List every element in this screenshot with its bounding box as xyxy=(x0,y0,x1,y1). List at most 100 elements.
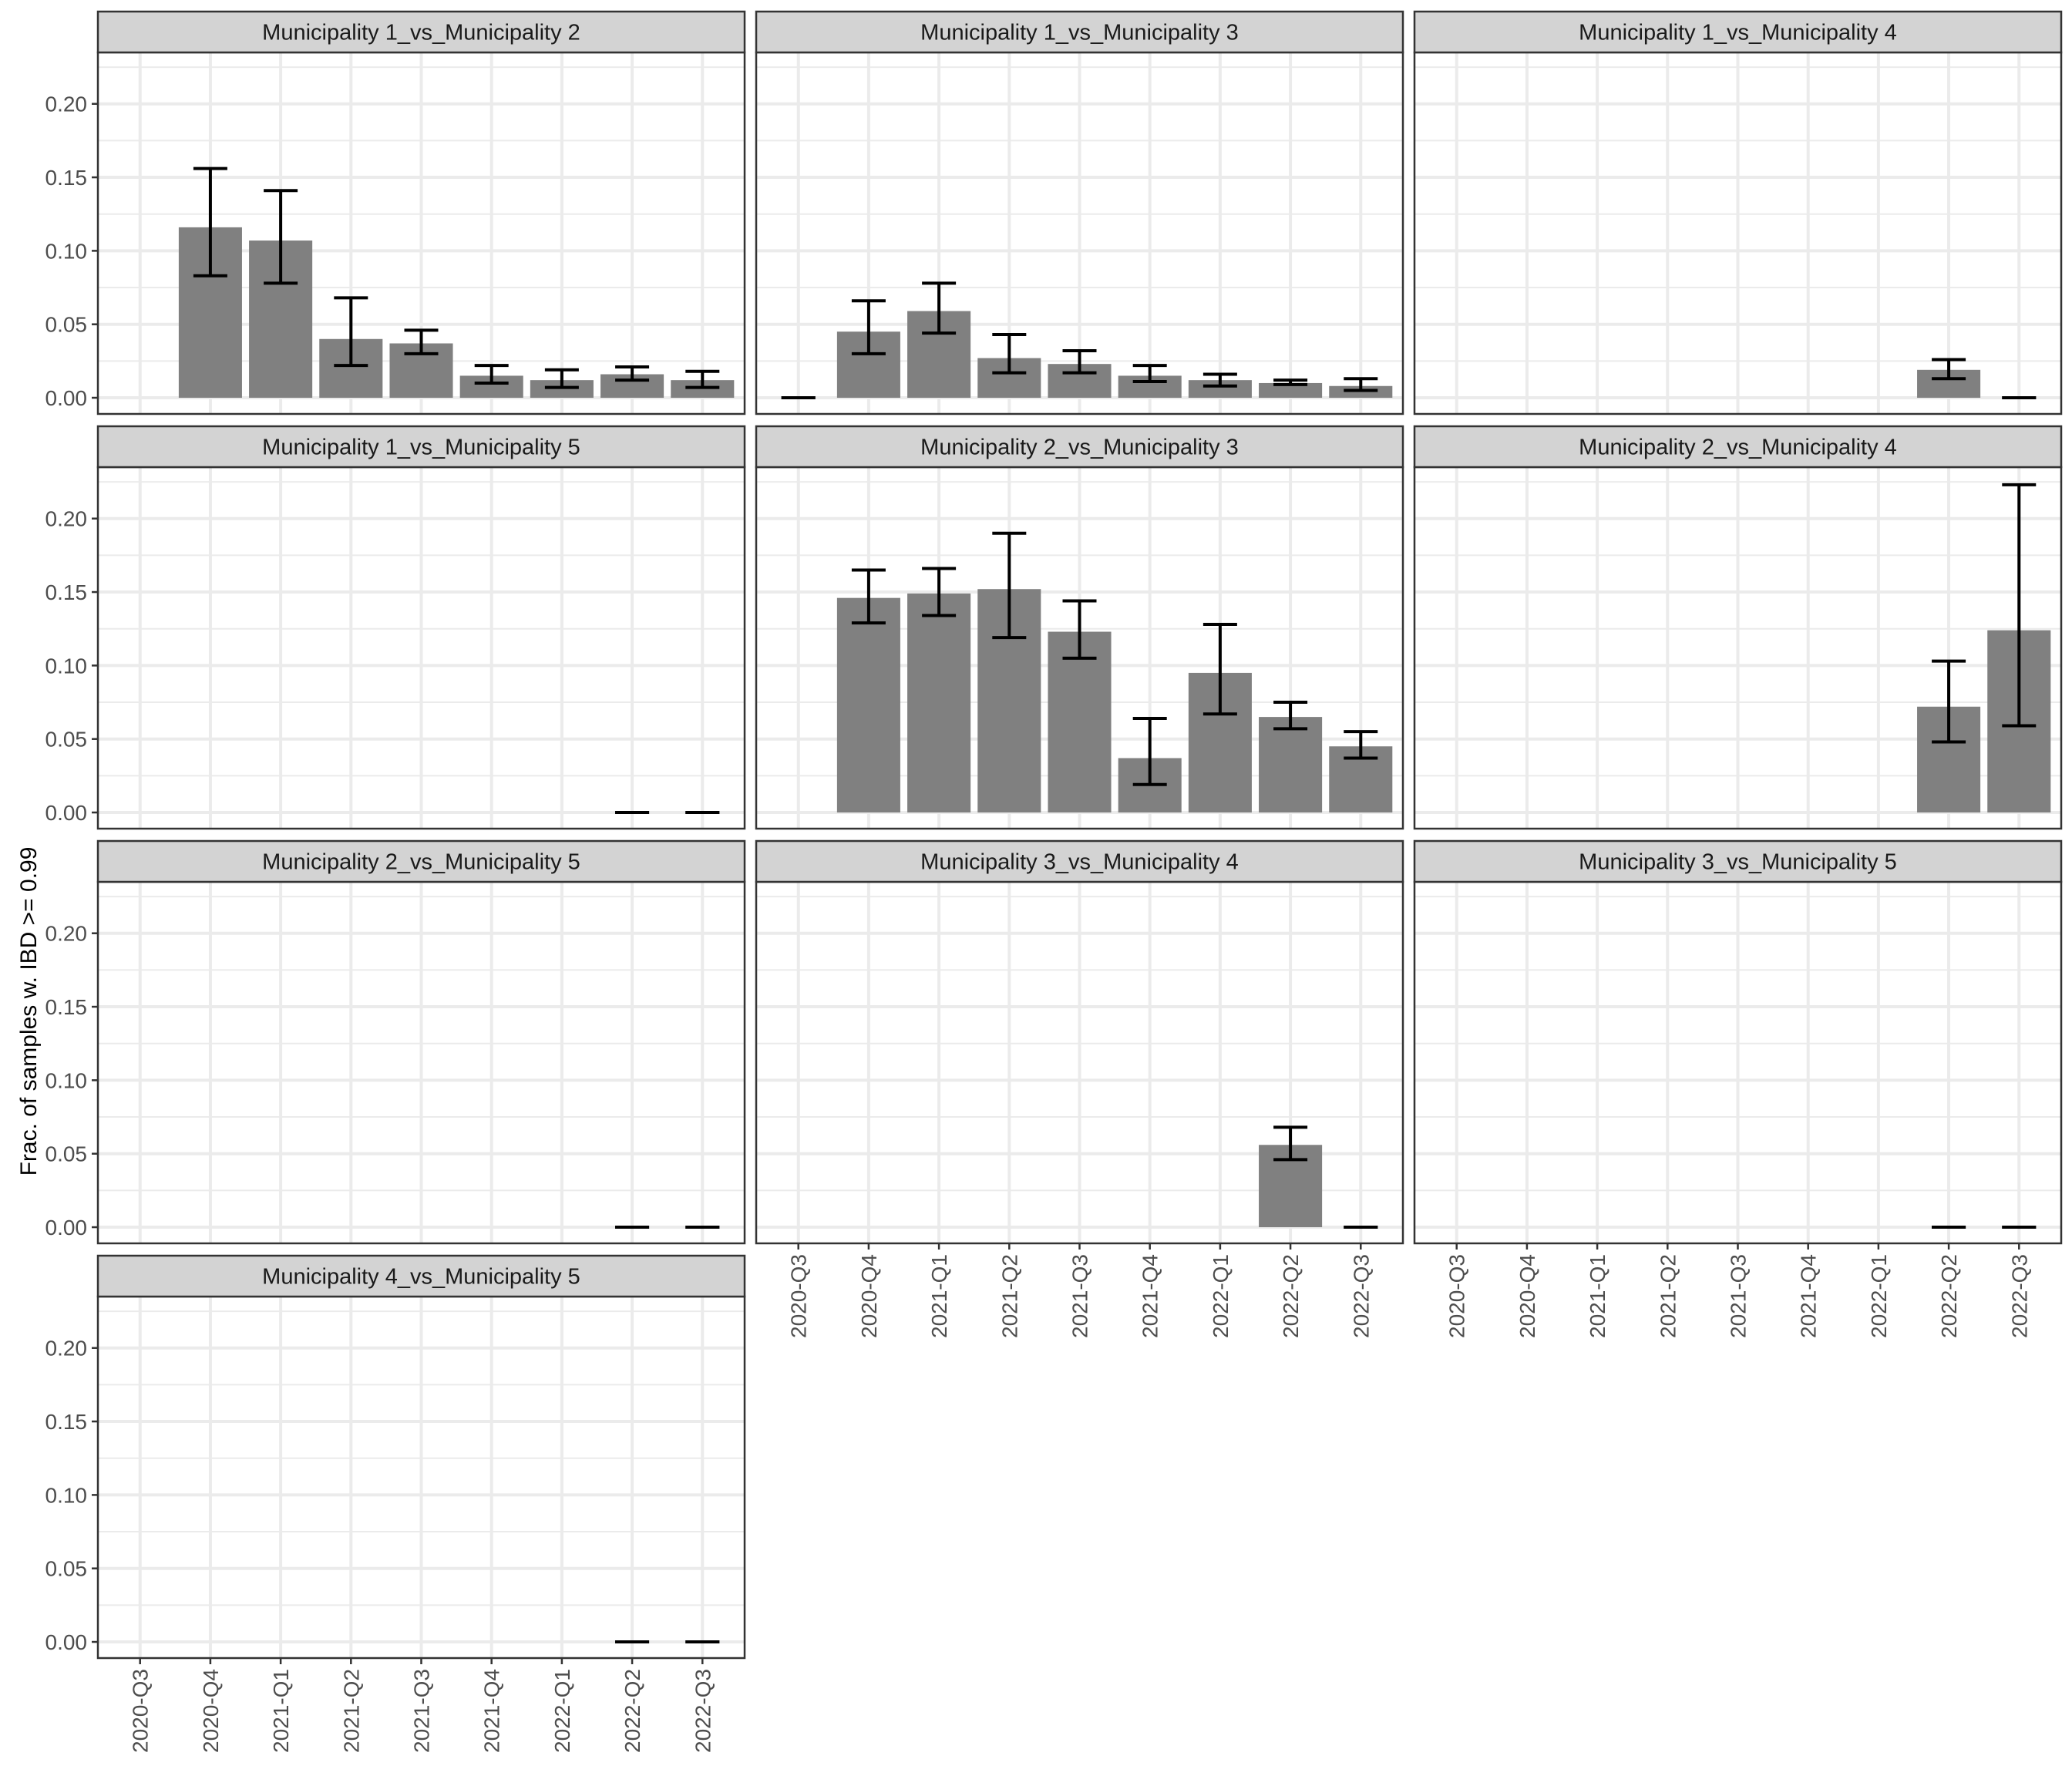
x-tick-label: 2022-Q1 xyxy=(1209,1254,1233,1338)
error-bar xyxy=(264,189,298,285)
facet-strip xyxy=(755,10,1404,54)
error-bar xyxy=(334,296,368,368)
y-tick-label: 0.15 xyxy=(45,166,88,190)
facet-title: Municipality 2_vs_Municipality 5 xyxy=(262,850,580,875)
error-bar xyxy=(1344,730,1378,760)
x-tick-label: 2020-Q3 xyxy=(787,1254,811,1338)
error-bar xyxy=(1132,364,1167,384)
facet-title: Municipality 2_vs_Municipality 4 xyxy=(1579,436,1897,460)
y-tick-label: 0.00 xyxy=(45,386,88,410)
error-bar xyxy=(992,333,1027,375)
x-tick-label: 2020-Q4 xyxy=(199,1669,223,1753)
error-bar xyxy=(1062,349,1097,375)
x-tick-label: 2020-Q4 xyxy=(857,1254,881,1338)
x-tick-label: 2021-Q1 xyxy=(1586,1254,1610,1338)
x-tick-label: 2022-Q2 xyxy=(621,1669,644,1753)
facet-panel: Municipality 1_vs_Municipality 4 xyxy=(1413,10,2063,415)
error-bar xyxy=(544,368,579,389)
error-bar xyxy=(1062,599,1097,660)
y-tick-label: 0.20 xyxy=(45,922,88,946)
error-bar xyxy=(474,364,509,385)
facet-title: Municipality 4_vs_Municipality 5 xyxy=(262,1265,580,1290)
x-tick-label: 2022-Q1 xyxy=(550,1669,574,1753)
facet-title: Municipality 1_vs_Municipality 2 xyxy=(262,21,580,45)
facet-title: Municipality 1_vs_Municipality 4 xyxy=(1579,21,1897,45)
x-tick-label: 2021-Q2 xyxy=(1656,1254,1680,1338)
x-tick-label: 2022-Q3 xyxy=(2007,1254,2031,1338)
y-tick-label: 0.10 xyxy=(45,654,88,678)
error-bar xyxy=(1932,659,1966,744)
x-tick-label: 2021-Q4 xyxy=(480,1669,504,1753)
bar xyxy=(836,597,900,813)
y-tick-label: 0.10 xyxy=(45,1068,88,1092)
facet-strip xyxy=(96,1254,746,1298)
bar xyxy=(1259,382,1323,399)
x-tick-label: 2022-Q1 xyxy=(1867,1254,1891,1338)
facet-panel: Municipality 3_vs_Municipality 4 2020-Q3 2… xyxy=(755,839,1404,1338)
y-tick-label: 0.05 xyxy=(45,313,88,337)
y-tick-label: 0.05 xyxy=(45,1557,88,1581)
x-tick-label: 2021-Q1 xyxy=(269,1669,293,1753)
y-tick-label: 0.00 xyxy=(45,1630,88,1654)
x-tick-label: 2020-Q3 xyxy=(129,1669,153,1753)
y-tick-label: 0.20 xyxy=(45,92,88,116)
x-tick-label: 2022-Q3 xyxy=(1349,1254,1373,1338)
x-tick-label: 2021-Q2 xyxy=(997,1254,1021,1338)
y-tick-label: 0.00 xyxy=(45,1216,88,1240)
facet-strip xyxy=(755,425,1404,469)
facet-strip xyxy=(1413,839,2063,883)
error-bar xyxy=(615,365,650,382)
x-tick-label: 2021-Q3 xyxy=(410,1669,434,1753)
x-tick-label: 2021-Q2 xyxy=(339,1669,363,1753)
bar xyxy=(907,593,971,813)
facet-title: Municipality 1_vs_Municipality 3 xyxy=(920,21,1239,45)
facet-panel: Municipality 1_vs_Municipality 5 0.00 0.05… xyxy=(45,425,746,830)
facet-strip xyxy=(96,425,746,469)
facet-panel: Municipality 2_vs_Municipality 4 xyxy=(1413,425,2063,830)
error-bar xyxy=(1273,378,1308,386)
error-bar xyxy=(922,567,957,617)
error-bar xyxy=(992,531,1027,640)
facet-strip xyxy=(755,839,1404,883)
x-tick-label: 2021-Q4 xyxy=(1797,1254,1821,1338)
bar xyxy=(1259,717,1323,813)
error-bar xyxy=(1132,717,1167,786)
y-tick-label: 0.15 xyxy=(45,995,88,1019)
error-bar xyxy=(1202,372,1237,388)
facet-panel: Municipality 2_vs_Municipality 5 0.00 0.05… xyxy=(45,839,746,1245)
x-tick-label: 2022-Q2 xyxy=(1279,1254,1303,1338)
x-tick-label: 2021-Q3 xyxy=(1068,1254,1092,1338)
y-tick-label: 0.20 xyxy=(45,507,88,531)
error-bar xyxy=(1932,358,1966,381)
facet-title: Municipality 3_vs_Municipality 5 xyxy=(1579,850,1897,875)
x-tick-label: 2020-Q3 xyxy=(1445,1254,1469,1338)
facet-strip xyxy=(1413,425,2063,469)
y-tick-label: 0.05 xyxy=(45,1142,88,1166)
facet-strip xyxy=(96,839,746,883)
error-bar xyxy=(2002,483,2037,728)
y-tick-label: 0.05 xyxy=(45,728,88,752)
error-bar xyxy=(851,568,886,625)
error-bar xyxy=(922,281,957,335)
error-bar xyxy=(851,299,886,355)
error-bar xyxy=(1202,622,1237,716)
error-bar xyxy=(1273,1125,1308,1162)
facet-panel: Municipality 3_vs_Municipality 5 2020-Q3 2… xyxy=(1413,839,2063,1338)
x-tick-label: 2021-Q3 xyxy=(1727,1254,1751,1338)
x-tick-label: 2021-Q1 xyxy=(927,1254,951,1338)
y-tick-label: 0.15 xyxy=(45,580,88,604)
bar xyxy=(1048,631,1112,813)
error-bar xyxy=(1273,701,1308,731)
facet-panel: Municipality 4_vs_Municipality 5 0.00 0.05… xyxy=(45,1254,746,1753)
error-bar xyxy=(1344,377,1378,392)
x-tick-label: 2021-Q4 xyxy=(1139,1254,1162,1338)
y-tick-label: 0.00 xyxy=(45,801,88,825)
x-tick-label: 2020-Q4 xyxy=(1515,1254,1539,1338)
y-tick-label: 0.20 xyxy=(45,1337,88,1361)
error-bar xyxy=(404,328,439,355)
y-tick-label: 0.15 xyxy=(45,1410,88,1434)
x-tick-label: 2022-Q3 xyxy=(691,1669,715,1753)
facet-panel: Municipality 2_vs_Municipality 3 xyxy=(755,425,1404,830)
error-bar xyxy=(685,369,720,389)
